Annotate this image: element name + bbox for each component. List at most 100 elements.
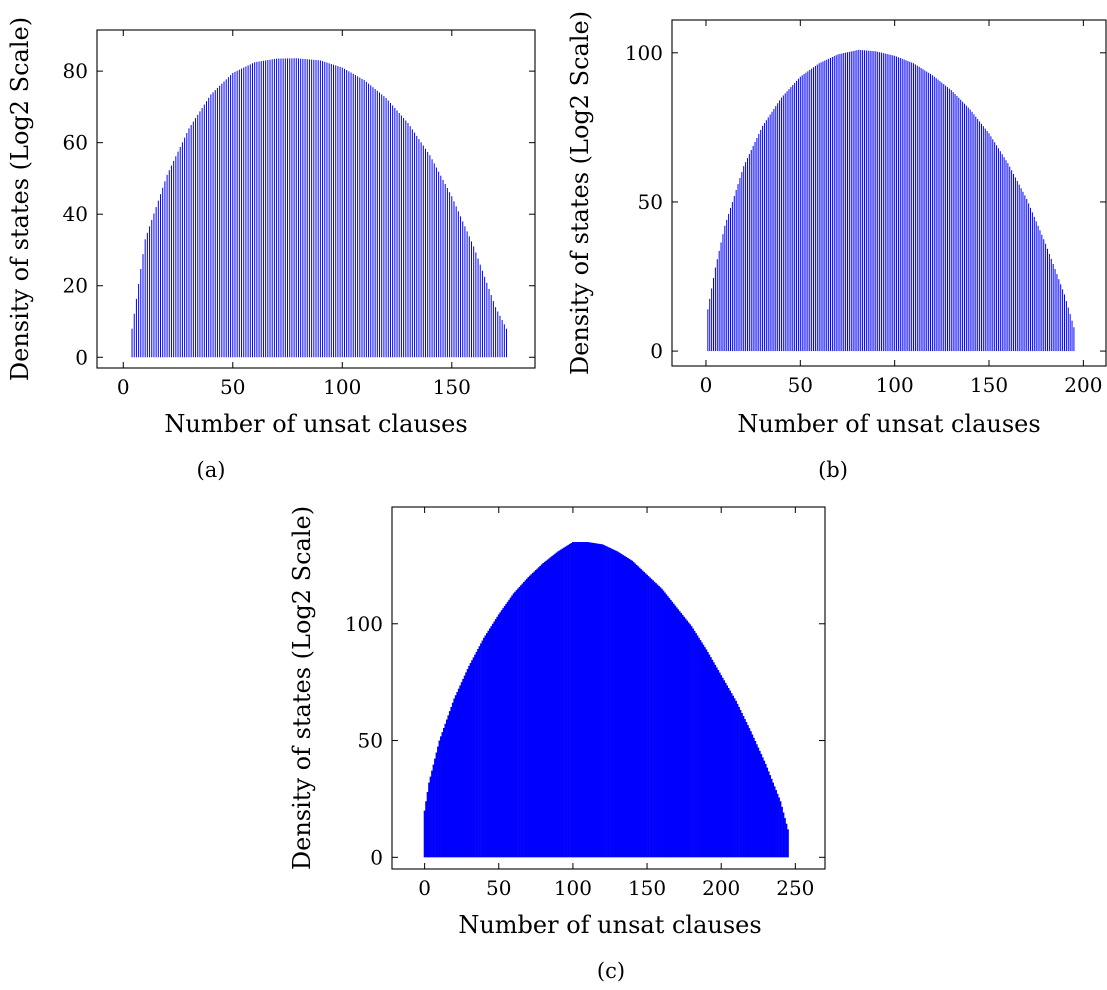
bar [557, 551, 559, 858]
bar [295, 58, 297, 358]
bar [1007, 163, 1009, 352]
y-tick-label: 60 [63, 131, 88, 155]
bar [440, 175, 442, 358]
bar [758, 133, 760, 352]
bar [435, 752, 438, 858]
bar [322, 61, 324, 358]
bar [501, 320, 503, 358]
bar [850, 51, 852, 352]
bar [779, 100, 781, 352]
bar [711, 288, 713, 352]
bar [771, 111, 773, 352]
bar [713, 278, 715, 352]
bar [678, 611, 681, 858]
bar [497, 311, 499, 358]
bar [444, 723, 447, 858]
bar [1065, 300, 1067, 352]
bar [201, 107, 203, 358]
bar [628, 558, 631, 858]
bar [748, 728, 751, 858]
bar [761, 757, 764, 858]
bar [722, 234, 724, 352]
bar [820, 62, 822, 352]
bar [267, 60, 269, 358]
bar [696, 635, 699, 858]
bar [1048, 253, 1050, 352]
bar [863, 50, 865, 352]
bar [151, 219, 153, 358]
bar [778, 797, 780, 858]
bar [727, 688, 730, 858]
bar [990, 136, 992, 352]
bar [330, 63, 332, 358]
bar [646, 574, 648, 858]
bar [644, 573, 647, 858]
bar [474, 654, 476, 858]
bar [414, 132, 416, 358]
bar [909, 61, 911, 352]
bar [545, 560, 548, 858]
bar [801, 75, 803, 352]
bar [643, 571, 645, 858]
bar [745, 722, 748, 858]
bar [455, 206, 457, 358]
bar [530, 574, 533, 858]
bar [818, 63, 820, 352]
bar [199, 111, 201, 358]
bar [647, 576, 650, 858]
bar [425, 148, 426, 358]
bar [403, 117, 405, 358]
bar [984, 128, 986, 352]
bar [640, 569, 643, 858]
bar [962, 101, 964, 352]
bar [731, 201, 733, 352]
bar [977, 119, 979, 352]
bar [822, 61, 824, 352]
bar [845, 52, 847, 352]
bar [580, 542, 583, 858]
bar [750, 150, 752, 352]
bar [813, 67, 815, 352]
bar [319, 60, 321, 358]
bar [616, 551, 619, 858]
ticks: 0 50 100 150 200 0 50 100 [625, 20, 1106, 397]
bar [418, 139, 420, 358]
bar [203, 104, 205, 358]
bar [903, 59, 905, 352]
bar [475, 252, 477, 358]
bar [996, 145, 998, 352]
bar [609, 547, 611, 858]
bar [346, 70, 348, 358]
bar [835, 55, 837, 352]
bar [706, 652, 709, 858]
bar [794, 82, 796, 352]
bar [468, 236, 470, 358]
bar [637, 566, 640, 858]
bar [429, 155, 431, 358]
bar [162, 187, 164, 358]
bar [1026, 198, 1028, 352]
bar [786, 91, 788, 352]
bar [315, 60, 317, 358]
bar [888, 54, 890, 352]
bar [479, 264, 481, 358]
bar [208, 97, 210, 358]
bar [210, 94, 212, 358]
bar [723, 680, 726, 858]
bar [724, 225, 726, 352]
bar [441, 732, 444, 858]
y-tick-label: 0 [75, 345, 88, 369]
bar [760, 754, 763, 858]
bar [503, 324, 505, 358]
bar [396, 110, 398, 358]
bar [892, 55, 894, 352]
bar [555, 552, 558, 858]
bar [992, 139, 994, 352]
bars [131, 58, 508, 358]
bar [527, 577, 530, 858]
bar [1024, 195, 1026, 352]
bar [249, 64, 251, 358]
bar [758, 750, 761, 858]
bar [195, 118, 197, 358]
bar [190, 124, 192, 358]
